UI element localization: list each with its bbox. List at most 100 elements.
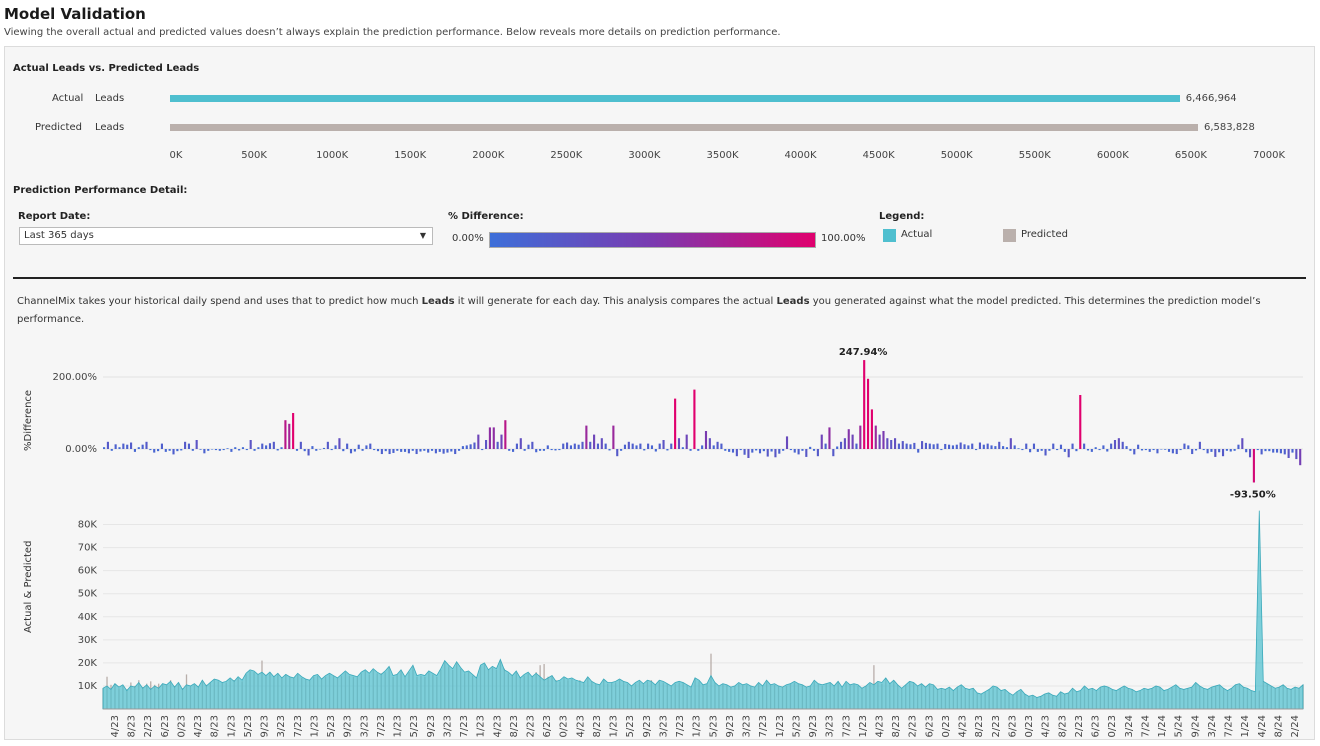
pct-difference-bar[interactable] — [157, 449, 160, 452]
pct-difference-bar[interactable] — [975, 449, 978, 451]
pct-difference-bar[interactable] — [531, 441, 534, 449]
pct-difference-bar[interactable] — [357, 444, 360, 449]
pct-difference-bar[interactable] — [1248, 449, 1252, 458]
pct-difference-bar[interactable] — [512, 449, 515, 452]
pct-difference-bar[interactable] — [1017, 448, 1020, 449]
pct-difference-bar[interactable] — [720, 443, 723, 449]
pct-difference-bar[interactable] — [809, 446, 812, 449]
pct-difference-bar[interactable] — [1287, 449, 1290, 458]
pct-difference-bar[interactable] — [1171, 449, 1174, 454]
pct-difference-bar[interactable] — [751, 449, 754, 453]
pct-difference-bar[interactable] — [268, 443, 272, 449]
pct-difference-bar[interactable] — [863, 360, 866, 449]
pct-difference-bar[interactable] — [508, 449, 511, 451]
pct-difference-bar[interactable] — [959, 442, 962, 449]
pct-difference-bar[interactable] — [1036, 449, 1039, 452]
pct-difference-bar[interactable] — [280, 447, 283, 449]
pct-difference-bar[interactable] — [1013, 445, 1016, 449]
pct-difference-bar[interactable] — [307, 449, 310, 456]
pct-difference-bar[interactable] — [600, 438, 603, 449]
pct-difference-bar[interactable] — [921, 441, 924, 449]
pct-difference-bar[interactable] — [137, 447, 140, 449]
pct-difference-bar[interactable] — [1198, 441, 1201, 449]
pct-difference-bar[interactable] — [539, 449, 542, 451]
pct-difference-bar[interactable] — [1225, 449, 1228, 451]
pct-difference-bar[interactable] — [496, 441, 499, 449]
pct-difference-bar[interactable] — [292, 413, 295, 449]
pct-difference-bar[interactable] — [716, 441, 719, 449]
pct-difference-bar[interactable] — [1048, 449, 1051, 451]
pct-difference-bar[interactable] — [1106, 449, 1109, 452]
pct-difference-bar[interactable] — [311, 446, 314, 449]
pct-difference-bar[interactable] — [1032, 443, 1036, 449]
pct-difference-bar[interactable] — [944, 443, 947, 449]
pct-difference-bar[interactable] — [234, 447, 237, 449]
pct-difference-bar[interactable] — [1210, 449, 1213, 452]
pct-difference-bar[interactable] — [839, 441, 843, 449]
pct-difference-bar[interactable] — [1144, 449, 1147, 451]
pct-difference-bar[interactable] — [392, 449, 395, 453]
pct-difference-bar[interactable] — [1052, 443, 1055, 449]
pct-difference-bar[interactable] — [1125, 446, 1128, 449]
pct-difference-bar[interactable] — [1264, 449, 1267, 452]
pct-difference-bar[interactable] — [635, 445, 638, 449]
pct-difference-bar[interactable] — [218, 449, 221, 451]
pct-difference-bar[interactable] — [153, 449, 156, 453]
pct-difference-bar[interactable] — [620, 449, 623, 451]
pct-difference-bar[interactable] — [180, 449, 183, 451]
pct-difference-bar[interactable] — [905, 443, 908, 449]
pct-difference-bar[interactable] — [1063, 449, 1066, 452]
pct-difference-bar[interactable] — [176, 449, 179, 452]
pct-difference-bar[interactable] — [191, 449, 194, 451]
pct-difference-bar[interactable] — [303, 449, 306, 452]
pct-difference-bar[interactable] — [457, 449, 461, 451]
pct-difference-bar[interactable] — [187, 443, 191, 449]
pct-difference-bar[interactable] — [901, 441, 904, 449]
pct-difference-bar[interactable] — [704, 431, 708, 449]
pct-difference-bar[interactable] — [261, 443, 264, 449]
pct-difference-bar[interactable] — [789, 449, 792, 451]
pct-difference-bar[interactable] — [172, 449, 175, 455]
pct-difference-bar[interactable] — [851, 434, 854, 449]
pct-difference-bar[interactable] — [211, 449, 214, 450]
pct-difference-bar[interactable] — [257, 447, 260, 449]
pct-difference-bar[interactable] — [1002, 446, 1005, 449]
pct-difference-bar[interactable] — [1191, 449, 1194, 455]
pct-difference-bar[interactable] — [1229, 449, 1232, 452]
pct-difference-bar[interactable] — [1160, 449, 1163, 450]
pct-difference-bar[interactable] — [890, 440, 893, 449]
pct-difference-bar[interactable] — [141, 444, 144, 449]
pct-difference-bar[interactable] — [1241, 438, 1244, 449]
pct-difference-bar[interactable] — [778, 449, 781, 454]
pct-difference-bar[interactable] — [322, 447, 326, 449]
pct-difference-bar[interactable] — [349, 449, 353, 454]
pct-difference-bar[interactable] — [430, 449, 434, 451]
pct-difference-bar[interactable] — [373, 449, 376, 451]
pct-difference-bar[interactable] — [1179, 449, 1182, 451]
pct-difference-bar[interactable] — [654, 449, 657, 452]
chevron-down-icon[interactable]: ▼ — [419, 231, 426, 240]
pct-difference-bar[interactable] — [465, 445, 468, 449]
pct-difference-bar[interactable] — [708, 438, 711, 449]
pct-difference-bar[interactable] — [473, 442, 476, 449]
pct-difference-bar[interactable] — [824, 443, 827, 449]
pct-difference-bar[interactable] — [515, 443, 518, 449]
pct-difference-bar[interactable] — [400, 449, 403, 452]
pct-difference-bar[interactable] — [488, 427, 491, 449]
pct-difference-bar[interactable] — [755, 449, 758, 451]
pct-difference-bar[interactable] — [608, 449, 611, 451]
pct-difference-bar[interactable] — [319, 449, 322, 450]
predicted-leads-bar[interactable] — [170, 124, 1199, 131]
pct-difference-bar[interactable] — [1299, 449, 1302, 466]
pct-difference-bar[interactable] — [1175, 449, 1178, 455]
pct-difference-bar[interactable] — [118, 447, 121, 449]
pct-difference-bar[interactable] — [677, 438, 681, 449]
pct-difference-bar[interactable] — [566, 442, 569, 449]
pct-difference-bar[interactable] — [346, 443, 349, 449]
pct-difference-bar[interactable] — [1260, 449, 1263, 455]
pct-difference-bar[interactable] — [994, 446, 997, 449]
pct-difference-bar[interactable] — [650, 445, 654, 449]
pct-difference-bar[interactable] — [1056, 449, 1059, 451]
pct-difference-bar[interactable] — [276, 449, 279, 451]
pct-difference-bar[interactable] — [924, 442, 927, 449]
